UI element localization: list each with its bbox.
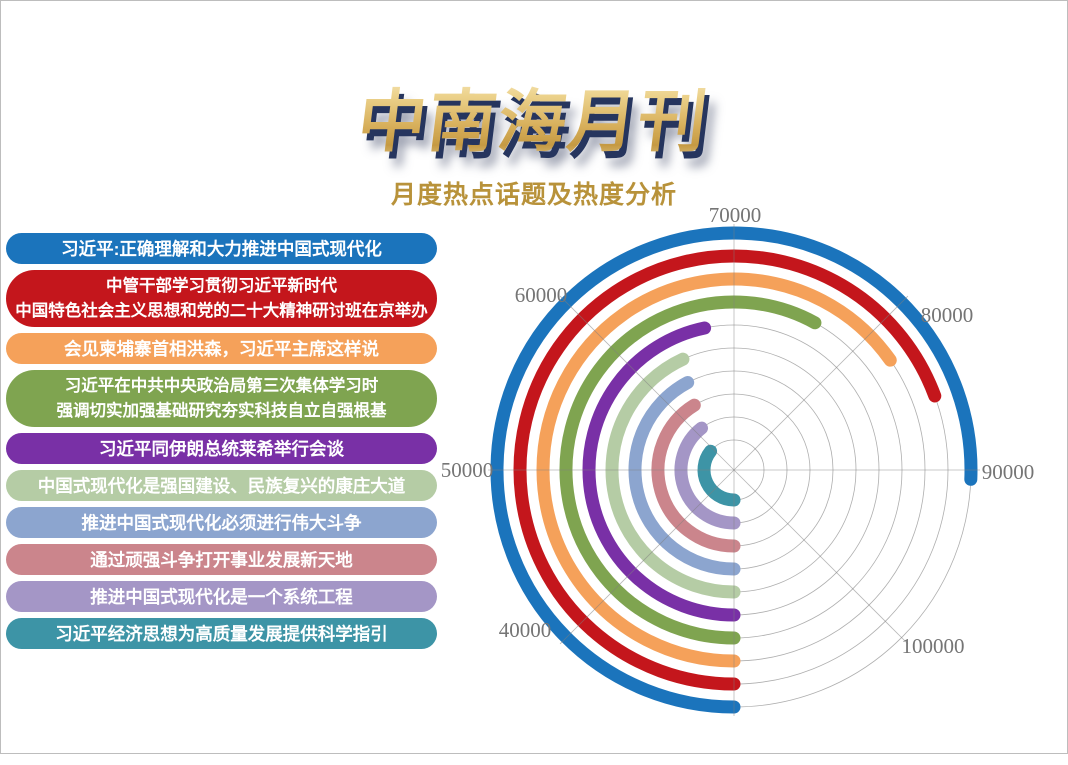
axis-tick-label: 80000 bbox=[921, 303, 974, 327]
topic-legend-list: 习近平:正确理解和大力推进中国式现代化 中管干部学习贯彻习近平新时代中国特色社会主… bbox=[6, 233, 437, 649]
topic-bar-label: 习近平:正确理解和大力推进中国式现代化 bbox=[61, 239, 382, 259]
topic-arc-4 bbox=[559, 295, 822, 645]
axis-tick-label: 40000 bbox=[499, 618, 552, 642]
axis-tick-label: 90000 bbox=[982, 460, 1035, 484]
topic-bar-label: 推进中国式现代化是一个系统工程 bbox=[90, 587, 353, 607]
topic-bar-label: 推进中国式现代化必须进行伟大斗争 bbox=[81, 513, 362, 533]
topic-bar-9: 推进中国式现代化是一个系统工程 bbox=[6, 581, 437, 612]
page-subtitle: 月度热点话题及热度分析 bbox=[390, 181, 677, 209]
topic-bar-label: 中国特色社会主义思想和党的二十大精神研讨班在京举办 bbox=[15, 301, 428, 320]
topic-bar-label: 中管干部学习贯彻习近平新时代 bbox=[106, 276, 337, 295]
topic-arc-8 bbox=[651, 398, 741, 553]
topic-bar-4: 习近平在中共中央政治局第三次集体学习时 强调切实加强基础研究夯实科技自立自强根基 bbox=[6, 370, 437, 427]
grid-spoke bbox=[733, 295, 909, 471]
topic-arc-5 bbox=[582, 321, 741, 622]
topic-bar-label: 习近平在中共中央政治局第三次集体学习时 bbox=[64, 376, 379, 395]
grid-spoke bbox=[559, 469, 735, 645]
topic-bar-10: 习近平经济思想为高质量发展提供科学指引 bbox=[6, 618, 437, 649]
topic-bar-8: 通过顽强斗争打开事业发展新天地 bbox=[6, 544, 437, 575]
topic-arc-2 bbox=[513, 249, 942, 691]
topic-bar-label: 习近平同伊朗总统莱希举行会谈 bbox=[99, 439, 344, 459]
topic-bar-label: 习近平经济思想为高质量发展提供科学指引 bbox=[55, 624, 388, 644]
topic-bar-2: 中管干部学习贯彻习近平新时代中国特色社会主义思想和党的二十大精神研讨班在京举办 bbox=[6, 270, 437, 327]
topic-bar-1: 习近平:正确理解和大力推进中国式现代化 bbox=[6, 233, 437, 264]
topic-bar-label: 会见柬埔寨首相洪森，习近平主席这样说 bbox=[64, 339, 379, 359]
axis-tick-label: 60000 bbox=[515, 283, 568, 307]
topic-arc-1 bbox=[490, 226, 978, 714]
axis-tick-label: 100000 bbox=[902, 634, 965, 658]
grid-spoke bbox=[559, 295, 735, 471]
topic-bar-label: 通过顽强斗争打开事业发展新天地 bbox=[90, 550, 353, 570]
topic-bar-6: 中国式现代化是强国建设、民族复兴的康庄大道 bbox=[6, 470, 437, 501]
topic-bar-3: 会见柬埔寨首相洪森，习近平主席这样说 bbox=[6, 333, 437, 364]
topic-arc-6 bbox=[605, 352, 741, 599]
header: 中南海月刊 中南海月刊 月度热点话题及热度分析 bbox=[0, 66, 1068, 211]
axis-tick-label: 70000 bbox=[709, 203, 762, 227]
topic-bar-5: 习近平同伊朗总统莱希举行会谈 bbox=[6, 433, 437, 464]
topic-bar-label: 强调切实加强基础研究夯实科技自立自强根基 bbox=[56, 401, 387, 420]
topic-arc-9 bbox=[674, 421, 741, 530]
topic-arc-3 bbox=[536, 272, 897, 668]
topic-arc-7 bbox=[628, 376, 741, 576]
topic-bar-label: 中国式现代化是强国建设、民族复兴的康庄大道 bbox=[37, 476, 406, 496]
topic-bar-7: 推进中国式现代化必须进行伟大斗争 bbox=[6, 507, 437, 538]
grid-spoke bbox=[733, 469, 909, 645]
topic-arc-10 bbox=[697, 444, 741, 507]
axis-tick-label: 50000 bbox=[441, 458, 494, 482]
